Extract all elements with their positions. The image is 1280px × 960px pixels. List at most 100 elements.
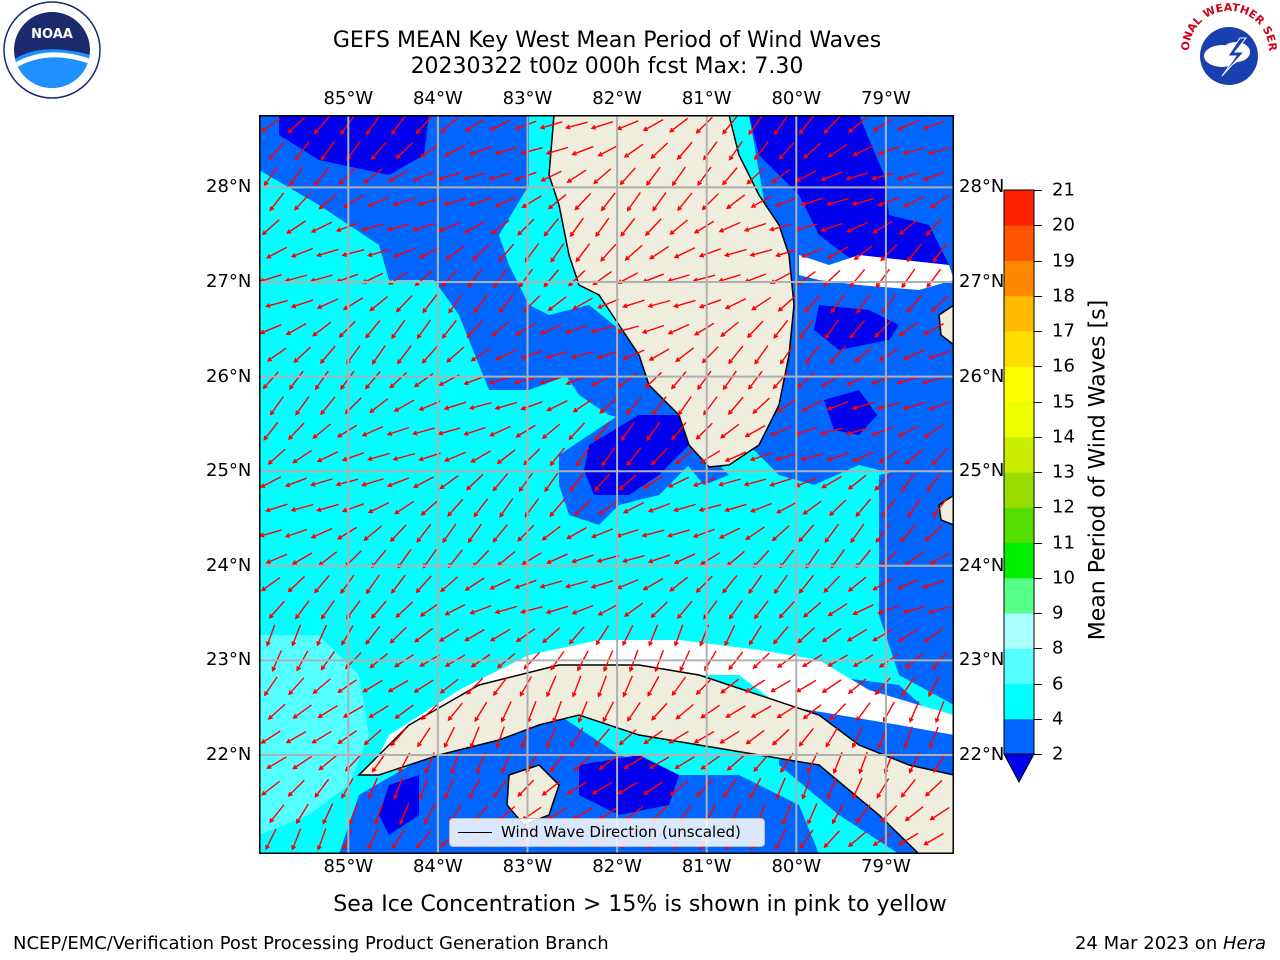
wave-direction-arrow — [718, 478, 741, 487]
wave-direction-arrow — [722, 778, 737, 799]
wave-direction-arrow — [520, 350, 543, 360]
wave-direction-arrow — [695, 575, 713, 593]
wave-direction-arrow — [725, 705, 746, 718]
wave-direction-arrow — [310, 221, 333, 233]
wave-direction-arrow — [267, 703, 286, 720]
wave-direction-arrow — [468, 401, 492, 410]
wave-direction-arrow — [647, 502, 671, 513]
wave-direction-arrow — [671, 422, 687, 441]
wave-direction-arrow — [342, 195, 364, 209]
wave-direction-arrow — [513, 376, 537, 385]
wave-direction-arrow — [312, 321, 332, 337]
wave-direction-arrow — [804, 294, 821, 313]
colorbar-segment — [1004, 401, 1034, 438]
wave-direction-arrow — [922, 171, 945, 182]
wave-direction-arrow — [830, 294, 846, 314]
longitude-label: 82°W — [592, 856, 642, 877]
wave-direction-arrow — [746, 320, 764, 339]
wave-direction-arrow — [394, 500, 415, 515]
wave-direction-arrow — [647, 676, 660, 697]
wave-direction-arrow — [521, 552, 542, 565]
wave-direction-arrow — [722, 116, 738, 135]
wave-direction-arrow — [600, 243, 617, 262]
wave-direction-arrow — [575, 243, 591, 263]
wave-direction-arrow — [699, 552, 721, 566]
wave-direction-arrow — [517, 524, 535, 542]
longitude-label: 83°W — [502, 88, 553, 109]
wave-direction-arrow — [667, 323, 690, 335]
latitude-label: 28°N — [959, 176, 1005, 198]
wave-direction-arrow — [567, 269, 586, 287]
wave-direction-arrow — [829, 703, 847, 721]
colorbar-segment — [1004, 683, 1034, 720]
wave-direction-arrow — [797, 372, 816, 389]
wave-direction-arrow — [394, 704, 414, 719]
wave-direction-arrow — [675, 449, 694, 465]
wave-direction-arrow — [393, 777, 404, 800]
wave-direction-arrow — [546, 400, 568, 412]
wave-direction-arrow — [518, 268, 534, 289]
wave-direction-arrow — [623, 756, 644, 770]
wave-direction-arrow — [855, 498, 872, 518]
wave-direction-arrow — [803, 601, 822, 618]
wave-direction-arrow — [597, 603, 619, 616]
wave-direction-arrow — [749, 502, 772, 513]
wave-direction-arrow — [441, 319, 457, 339]
wave-direction-arrow — [266, 347, 287, 362]
wave-direction-arrow — [903, 196, 925, 208]
colorbar-tick-mark — [1034, 331, 1042, 332]
colorbar-segment — [1004, 648, 1034, 684]
wave-direction-arrow — [652, 396, 667, 416]
colorbar-tick-mark — [1034, 718, 1042, 720]
wave-direction-arrow — [797, 627, 816, 644]
wave-direction-arrow — [367, 452, 390, 462]
wave-direction-arrow — [647, 554, 671, 564]
wave-direction-arrow — [724, 451, 747, 462]
colorbar-segment — [1004, 507, 1034, 543]
wave-direction-arrow — [874, 320, 892, 338]
wave-direction-arrow — [776, 704, 797, 719]
wave-direction-arrow — [932, 498, 948, 518]
wave-direction-arrow — [853, 347, 873, 363]
noaa-logo: NOAA — [3, 1, 101, 99]
wave-direction-arrow — [322, 803, 334, 825]
wave-direction-arrow — [823, 575, 841, 593]
wave-direction-arrow — [798, 524, 815, 543]
wave-direction-arrow — [365, 625, 381, 645]
wave-direction-arrow — [291, 624, 302, 647]
colorbar-tick-mark — [1034, 507, 1042, 509]
colorbar-tick-label: 14 — [1052, 426, 1075, 448]
wave-direction-arrow — [754, 141, 769, 161]
colorbar-tick-mark — [1034, 472, 1042, 473]
wave-direction-arrow — [515, 628, 536, 643]
wave-direction-arrow — [821, 628, 842, 643]
wave-direction-arrow — [898, 321, 918, 337]
wave-direction-arrow — [290, 247, 314, 258]
wave-direction-arrow — [499, 498, 514, 518]
wave-direction-arrow — [389, 626, 407, 644]
latitude-label: 25°N — [206, 460, 252, 482]
wave-direction-arrow — [444, 603, 466, 616]
wave-direction-arrow — [341, 503, 365, 513]
colorbar-tick-label: 20 — [1052, 214, 1075, 236]
colorbar-segment — [1004, 225, 1034, 261]
wave-direction-arrow — [701, 346, 719, 364]
colorbar-tick-mark — [1034, 648, 1042, 650]
wave-direction-arrow — [922, 120, 945, 130]
wave-direction-arrow — [260, 577, 281, 592]
legend-line-icon — [458, 832, 492, 833]
wave-direction-arrow — [418, 400, 441, 411]
wave-direction-arrow — [292, 704, 312, 719]
wave-direction-arrow — [467, 523, 482, 544]
wave-direction-arrow — [440, 117, 459, 134]
wave-direction-arrow — [577, 701, 588, 724]
wave-direction-arrow — [926, 472, 941, 493]
wave-direction-arrow — [932, 243, 947, 263]
longitude-label: 81°W — [681, 88, 732, 109]
wave-direction-arrow — [397, 345, 412, 365]
wave-direction-arrow — [773, 115, 788, 136]
wave-direction-arrow — [647, 299, 671, 308]
wave-direction-arrow — [494, 146, 518, 156]
wave-direction-arrow — [371, 345, 386, 365]
wave-direction-arrow — [288, 370, 304, 390]
